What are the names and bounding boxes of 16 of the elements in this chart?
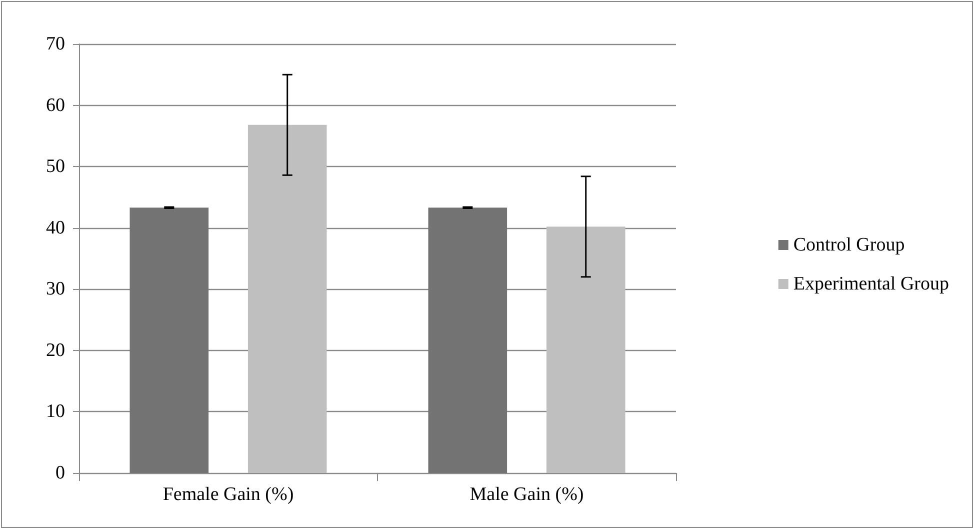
x-tick-label: Female Gain (%) [162, 484, 294, 505]
bar [130, 208, 209, 473]
x-tick-label: Male Gain (%) [470, 484, 584, 505]
bar [248, 124, 327, 473]
y-tick-label: 60 [46, 94, 65, 116]
y-tick-label: 70 [46, 34, 65, 54]
y-tick-label: 40 [46, 217, 65, 238]
y-tick-label: 20 [46, 340, 65, 361]
y-tick-label: 0 [56, 462, 65, 484]
legend-label: Experimental Group [793, 274, 950, 294]
y-tick-label: 50 [46, 156, 65, 178]
bar [546, 226, 626, 473]
bar [428, 208, 508, 473]
legend-label: Control Group [793, 234, 905, 256]
y-tick-label: 30 [46, 278, 65, 300]
y-tick-label: 10 [46, 401, 65, 422]
